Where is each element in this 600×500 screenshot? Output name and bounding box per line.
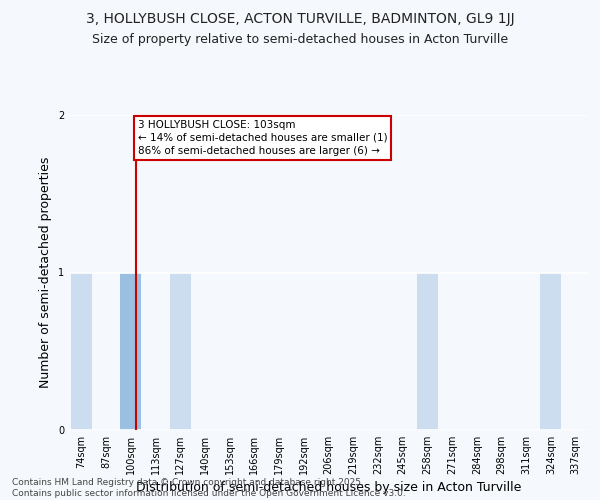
Text: Size of property relative to semi-detached houses in Acton Turville: Size of property relative to semi-detach… [92, 32, 508, 46]
Bar [71, 272, 92, 430]
Bar [541, 272, 562, 430]
Bar [417, 272, 438, 430]
Bar [417, 272, 438, 430]
X-axis label: Distribution of semi-detached houses by size in Acton Turville: Distribution of semi-detached houses by … [136, 481, 521, 494]
Text: Contains HM Land Registry data © Crown copyright and database right 2025.
Contai: Contains HM Land Registry data © Crown c… [12, 478, 406, 498]
Bar [71, 272, 92, 430]
Bar [541, 272, 562, 430]
Bar [170, 272, 191, 430]
Bar [120, 272, 141, 430]
Text: 3 HOLLYBUSH CLOSE: 103sqm
← 14% of semi-detached houses are smaller (1)
86% of s: 3 HOLLYBUSH CLOSE: 103sqm ← 14% of semi-… [138, 120, 388, 156]
Y-axis label: Number of semi-detached properties: Number of semi-detached properties [40, 157, 52, 388]
Text: 3, HOLLYBUSH CLOSE, ACTON TURVILLE, BADMINTON, GL9 1JJ: 3, HOLLYBUSH CLOSE, ACTON TURVILLE, BADM… [86, 12, 514, 26]
Bar [170, 272, 191, 430]
Bar [120, 272, 141, 430]
